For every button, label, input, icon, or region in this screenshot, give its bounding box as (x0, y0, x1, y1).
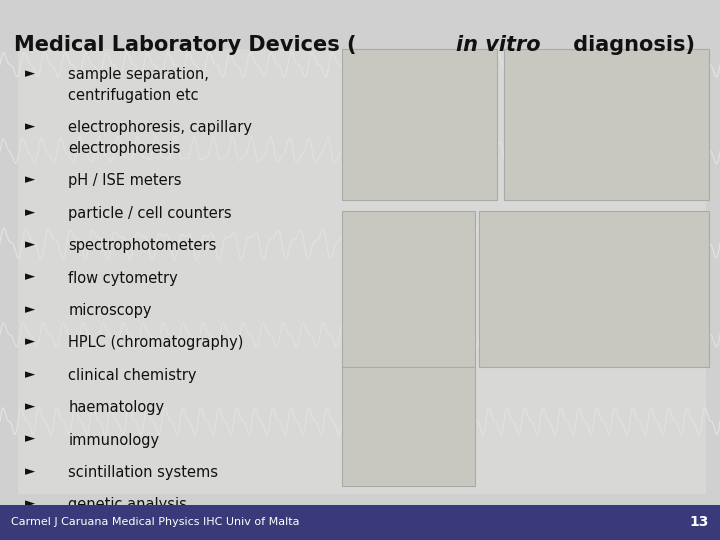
Text: particle / cell counters: particle / cell counters (68, 206, 232, 221)
Text: ►: ► (25, 400, 35, 413)
Text: electrophoresis: electrophoresis (68, 141, 181, 156)
Text: ►: ► (25, 303, 35, 316)
Bar (342, 211, 475, 367)
Bar (479, 211, 709, 367)
Text: in vitro: in vitro (456, 35, 541, 55)
Text: electrophoresis, capillary: electrophoresis, capillary (68, 120, 253, 136)
Text: Medical Laboratory Devices (: Medical Laboratory Devices ( (14, 35, 357, 55)
Text: ►: ► (25, 433, 35, 446)
Bar (18, 49, 706, 494)
Bar (0, 505, 720, 540)
Text: pH / ISE meters: pH / ISE meters (68, 173, 182, 188)
Text: spectrophotometers: spectrophotometers (68, 238, 217, 253)
Text: microscopy: microscopy (68, 303, 152, 318)
Text: sample separation,: sample separation, (68, 68, 210, 83)
Text: immunology: immunology (68, 433, 160, 448)
Text: ►: ► (25, 497, 35, 510)
Bar (504, 49, 709, 200)
Text: ►: ► (25, 335, 35, 348)
Text: ►: ► (25, 238, 35, 251)
Text: ►: ► (25, 271, 35, 284)
Text: flow cytometry: flow cytometry (68, 271, 178, 286)
Text: haematology: haematology (68, 400, 165, 415)
Text: ►: ► (25, 465, 35, 478)
Text: ►: ► (25, 206, 35, 219)
Text: ►: ► (25, 68, 35, 80)
Text: genetic analysis: genetic analysis (68, 497, 187, 512)
Text: centrifugation etc: centrifugation etc (68, 88, 199, 103)
Text: clinical chemistry: clinical chemistry (68, 368, 197, 383)
Text: Carmel J Caruana Medical Physics IHC Univ of Malta: Carmel J Caruana Medical Physics IHC Uni… (11, 517, 300, 527)
Text: ►: ► (25, 368, 35, 381)
Text: ►: ► (25, 120, 35, 133)
Bar (342, 367, 475, 486)
Text: ►: ► (25, 173, 35, 186)
Text: diagnosis): diagnosis) (565, 35, 695, 55)
Text: scintillation systems: scintillation systems (68, 465, 218, 480)
Text: 13: 13 (690, 515, 709, 529)
Bar (342, 49, 497, 200)
Text: HPLC (chromatography): HPLC (chromatography) (68, 335, 244, 350)
